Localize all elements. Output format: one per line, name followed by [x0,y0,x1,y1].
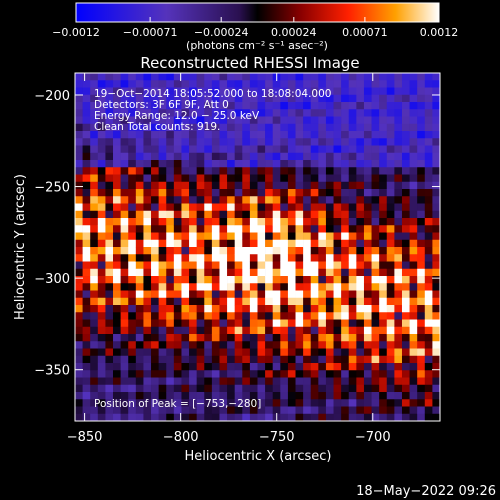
colorbar-tick-label: −0.00024 [194,26,249,39]
y-axis-label: Heliocentric Y (arcsec) [13,174,28,320]
colorbar [75,2,440,23]
annotation-line: 19−Oct−2014 18:05:52.000 to 18:08:04.000 [94,88,331,100]
x-tick-label: −750 [259,430,295,445]
annotation-line: Detectors: 3F 6F 9F, Att 0 [94,99,229,111]
annotation-line: Energy Range: 12.0 − 25.0 keV [94,110,260,122]
annotations: 19−Oct−2014 18:05:52.000 to 18:08:04.000… [94,88,331,410]
colorbar-ticks: −0.0012 −0.00071 −0.00024 0.00024 0.00071 0.0… [52,17,458,39]
colorbar-tick-label: −0.00071 [123,26,178,39]
colorbar-units-label: (photons cm⁻² s⁻¹ asec⁻²) [186,39,328,52]
chart-title: Reconstructed RHESSI Image [140,54,359,72]
y-tick-label: −350 [34,364,70,379]
y-axis-ticks: −200 −250 −300 −350 [34,89,440,379]
x-tick-label: −800 [163,430,199,445]
colorbar-tick-label: 0.0012 [420,26,459,39]
peak-position-label: Position of Peak = [−753,−280] [94,398,261,410]
colorbar-tick-label: 0.00071 [342,26,388,39]
x-axis-ticks: −850 −800 −750 −700 [67,73,391,445]
timestamp: 18−May−2022 09:26 [356,484,496,499]
plot-frame [74,72,441,422]
x-tick-label: −700 [355,430,391,445]
colorbar-tick-label: 0.00024 [271,26,317,39]
x-tick-label: −850 [67,430,103,445]
y-tick-label: −300 [34,272,70,287]
x-axis-label: Heliocentric X (arcsec) [185,449,332,464]
y-tick-label: −250 [34,181,70,196]
annotation-line: Clean Total counts: 919. [94,121,220,133]
colorbar-tick-label: −0.0012 [52,26,100,39]
heatmap-image [75,73,441,422]
y-tick-label: −200 [34,89,70,104]
